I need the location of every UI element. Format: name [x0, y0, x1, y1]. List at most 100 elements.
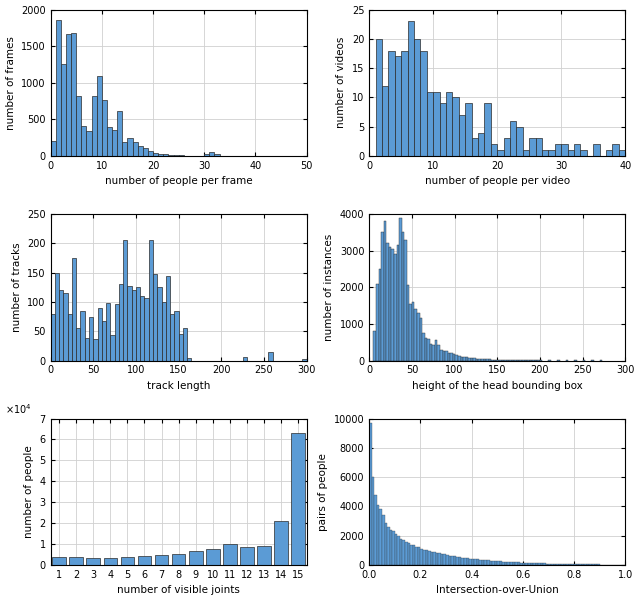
Bar: [404, 240, 407, 361]
Bar: [556, 564, 559, 565]
Bar: [418, 548, 420, 565]
Bar: [459, 557, 461, 565]
Bar: [440, 103, 446, 156]
Bar: [589, 564, 592, 565]
Bar: [132, 142, 138, 156]
Bar: [543, 564, 546, 565]
Bar: [51, 314, 55, 361]
Bar: [566, 564, 569, 565]
Bar: [76, 96, 81, 156]
Bar: [456, 557, 459, 565]
Bar: [536, 138, 542, 156]
Bar: [408, 543, 410, 565]
Bar: [619, 150, 625, 156]
Bar: [76, 328, 81, 361]
Bar: [397, 535, 400, 565]
Bar: [84, 338, 89, 361]
Bar: [71, 33, 76, 156]
Bar: [491, 144, 497, 156]
Bar: [209, 152, 214, 156]
Bar: [453, 354, 456, 361]
Bar: [551, 564, 554, 565]
Bar: [497, 150, 504, 156]
Bar: [495, 561, 497, 565]
Bar: [223, 544, 237, 565]
Bar: [119, 284, 123, 361]
Bar: [451, 353, 453, 361]
Bar: [138, 146, 143, 156]
Y-axis label: number of people: number of people: [24, 445, 34, 538]
Bar: [449, 556, 451, 565]
Bar: [464, 558, 467, 565]
Bar: [86, 131, 92, 156]
Bar: [388, 50, 395, 156]
Bar: [420, 549, 423, 565]
Bar: [408, 21, 414, 156]
Bar: [214, 154, 220, 156]
Bar: [428, 551, 431, 565]
Bar: [436, 553, 438, 565]
Bar: [492, 561, 495, 565]
Bar: [580, 150, 587, 156]
Bar: [145, 298, 148, 361]
Bar: [476, 359, 479, 361]
Bar: [243, 357, 247, 361]
Bar: [413, 545, 415, 565]
Bar: [561, 144, 568, 156]
Bar: [474, 358, 476, 361]
Bar: [465, 103, 472, 156]
Bar: [433, 552, 436, 565]
Bar: [484, 560, 487, 565]
Bar: [538, 563, 541, 565]
Bar: [504, 138, 510, 156]
Bar: [302, 359, 307, 361]
Bar: [51, 141, 56, 156]
Bar: [179, 155, 184, 156]
Bar: [189, 552, 202, 565]
Y-axis label: number of tracks: number of tracks: [12, 242, 22, 332]
Bar: [577, 564, 579, 565]
Bar: [123, 240, 127, 361]
Bar: [206, 549, 220, 565]
X-axis label: height of the head bounding box: height of the head bounding box: [412, 381, 582, 391]
Bar: [443, 351, 445, 361]
Bar: [376, 39, 382, 156]
Y-axis label: pairs of people: pairs of people: [318, 453, 328, 531]
Bar: [542, 150, 548, 156]
Bar: [435, 340, 438, 361]
Bar: [395, 56, 401, 156]
Bar: [497, 360, 499, 361]
Bar: [374, 331, 376, 361]
Bar: [568, 150, 574, 156]
Bar: [593, 144, 600, 156]
Bar: [477, 560, 479, 565]
Bar: [106, 303, 110, 361]
Bar: [155, 555, 168, 565]
Bar: [102, 100, 107, 156]
Bar: [72, 258, 76, 361]
Text: $\times 10^4$: $\times 10^4$: [4, 402, 31, 416]
Y-axis label: number of frames: number of frames: [6, 36, 15, 130]
Bar: [379, 269, 381, 361]
Bar: [401, 50, 408, 156]
Bar: [554, 564, 556, 565]
Bar: [81, 311, 84, 361]
Bar: [140, 296, 145, 361]
Bar: [163, 154, 168, 156]
Bar: [572, 564, 574, 565]
Bar: [410, 545, 413, 565]
Bar: [377, 505, 380, 565]
Bar: [89, 317, 93, 361]
Bar: [467, 558, 469, 565]
Bar: [461, 558, 464, 565]
Bar: [533, 563, 536, 565]
Bar: [86, 558, 100, 565]
Bar: [420, 50, 427, 156]
Bar: [168, 154, 173, 156]
Bar: [441, 554, 444, 565]
Bar: [115, 304, 119, 361]
Bar: [127, 138, 132, 156]
Bar: [172, 554, 186, 565]
Bar: [428, 338, 430, 361]
Bar: [110, 335, 115, 361]
